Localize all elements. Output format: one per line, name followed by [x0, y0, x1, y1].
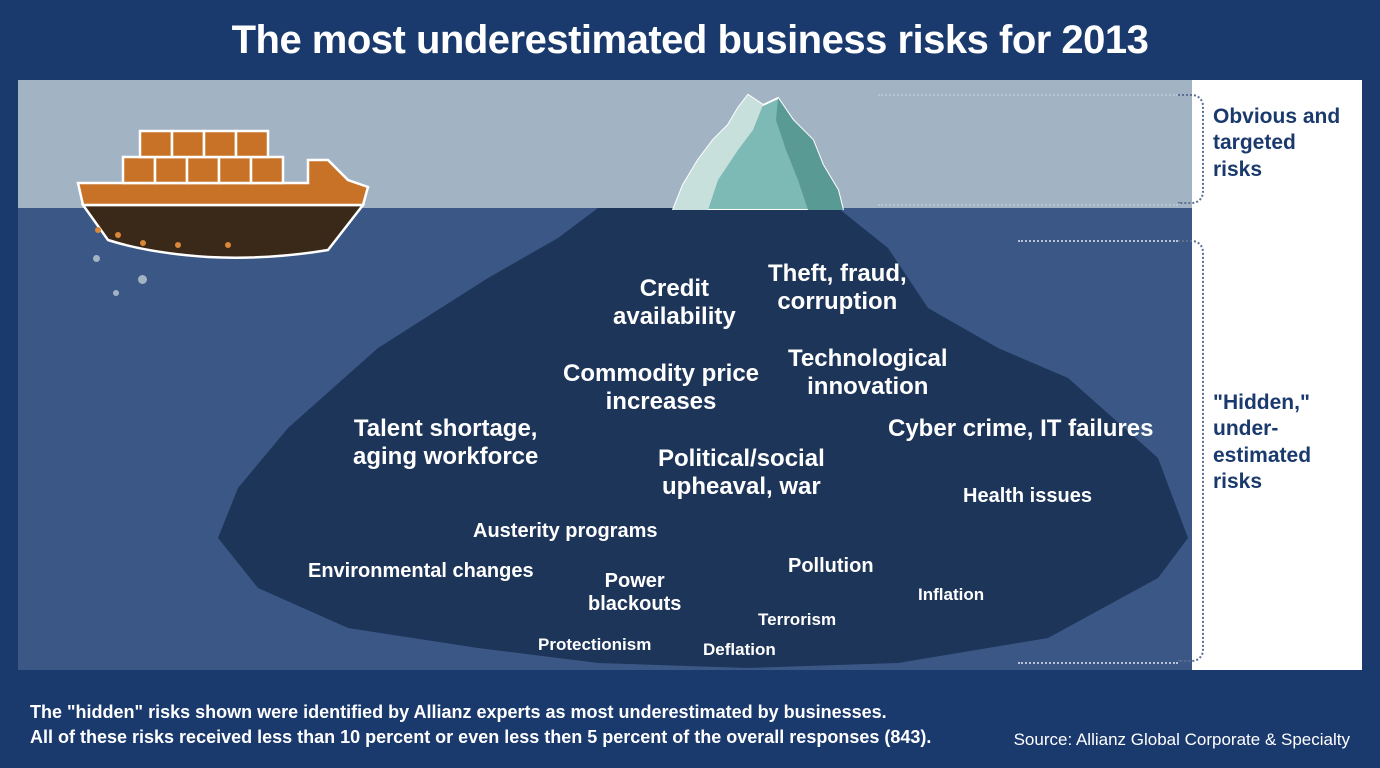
iceberg-tip-icon — [658, 90, 858, 210]
footer-description: The "hidden" risks shown were identified… — [30, 700, 931, 750]
risk-label: Terrorism — [758, 610, 836, 630]
ship-icon — [68, 115, 378, 260]
bubble-icon — [113, 290, 119, 296]
risk-label: Theft, fraud, corruption — [768, 260, 907, 315]
risk-label: Political/social upheaval, war — [658, 445, 825, 500]
bracket-top — [1178, 94, 1204, 204]
bracket-bottom — [1178, 240, 1204, 662]
label-obvious-risks: Obvious and targeted risks — [1213, 104, 1348, 183]
risk-label: Austerity programs — [473, 520, 658, 543]
risk-label: Power blackouts — [588, 570, 681, 616]
footer-source: Source: Allianz Global Corporate & Speci… — [1014, 730, 1350, 750]
risk-label: Protectionism — [538, 635, 651, 655]
dotted-line — [878, 204, 1178, 206]
page-title: The most underestimated business risks f… — [0, 18, 1380, 63]
dotted-line — [1018, 662, 1178, 664]
risk-label: Inflation — [918, 585, 984, 605]
bubble-icon — [93, 255, 100, 262]
risk-label: Environmental changes — [308, 560, 534, 583]
footer-line-2: All of these risks received less than 10… — [30, 725, 931, 750]
label-hidden-risks: "Hidden," under-estimated risks — [1213, 390, 1348, 495]
footer-line-1: The "hidden" risks shown were identified… — [30, 700, 931, 725]
infographic-canvas: Obvious and targeted risks "Hidden," und… — [18, 80, 1362, 670]
risk-label: Pollution — [788, 555, 874, 578]
risk-label: Commodity price increases — [563, 360, 759, 415]
dotted-line — [1018, 240, 1178, 242]
dotted-line — [878, 94, 1178, 96]
footer: The "hidden" risks shown were identified… — [0, 684, 1380, 768]
risk-label: Technological innovation — [788, 345, 948, 400]
risk-label: Talent shortage, aging workforce — [353, 415, 538, 470]
risk-label: Deflation — [703, 640, 776, 660]
bubble-icon — [138, 275, 147, 284]
risk-label: Credit availability — [613, 275, 736, 330]
risk-label: Health issues — [963, 485, 1092, 508]
risk-label: Cyber crime, IT failures — [888, 415, 1153, 443]
